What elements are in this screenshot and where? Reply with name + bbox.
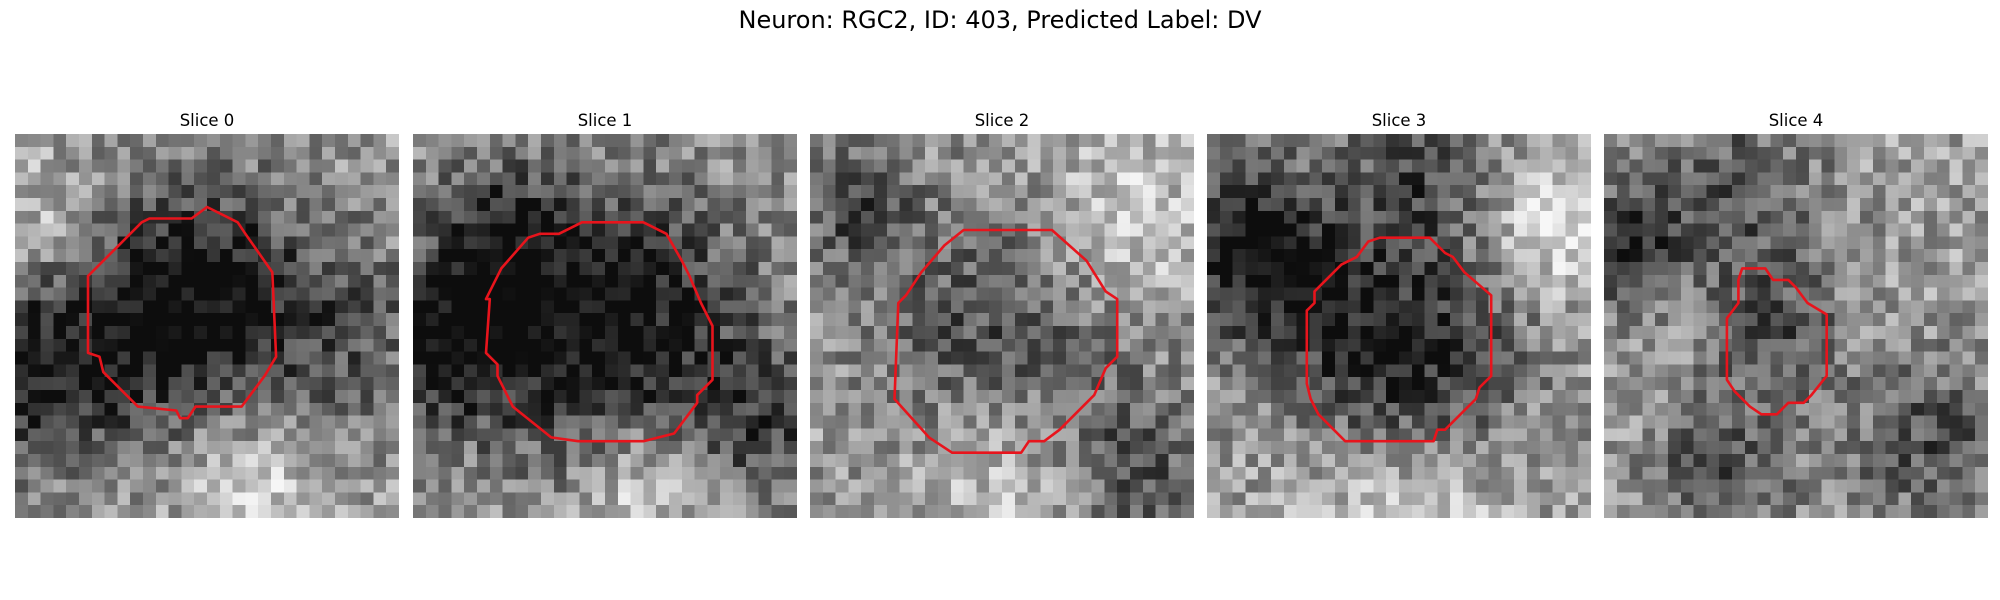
segmentation-contour (484, 221, 714, 443)
slice-image (810, 134, 1194, 518)
slice-panel-4: Slice 4 (1604, 108, 1988, 518)
slice-panel-3: Slice 3 (1207, 108, 1591, 518)
slice-title: Slice 4 (1768, 111, 1824, 130)
slice-panel-2: Slice 2 (810, 108, 1194, 518)
slice-panel-0: Slice 0 (15, 108, 399, 518)
slice-image (1604, 134, 1988, 518)
slice-title: Slice 2 (974, 111, 1030, 130)
segmentation-contour (86, 205, 278, 420)
segmentation-contour (893, 228, 1119, 455)
segmentation-contour (1305, 236, 1493, 443)
slice-image (15, 134, 399, 518)
figure-title: Neuron: RGC2, ID: 403, Predicted Label: … (738, 6, 1262, 34)
slice-title: Slice 1 (577, 111, 633, 130)
segmentation-contour (1725, 267, 1828, 416)
slice-title: Slice 3 (1371, 111, 1427, 130)
slice-title: Slice 0 (179, 111, 235, 130)
slice-image (1207, 134, 1591, 518)
slice-panel-1: Slice 1 (413, 108, 797, 518)
slice-image (413, 134, 797, 518)
